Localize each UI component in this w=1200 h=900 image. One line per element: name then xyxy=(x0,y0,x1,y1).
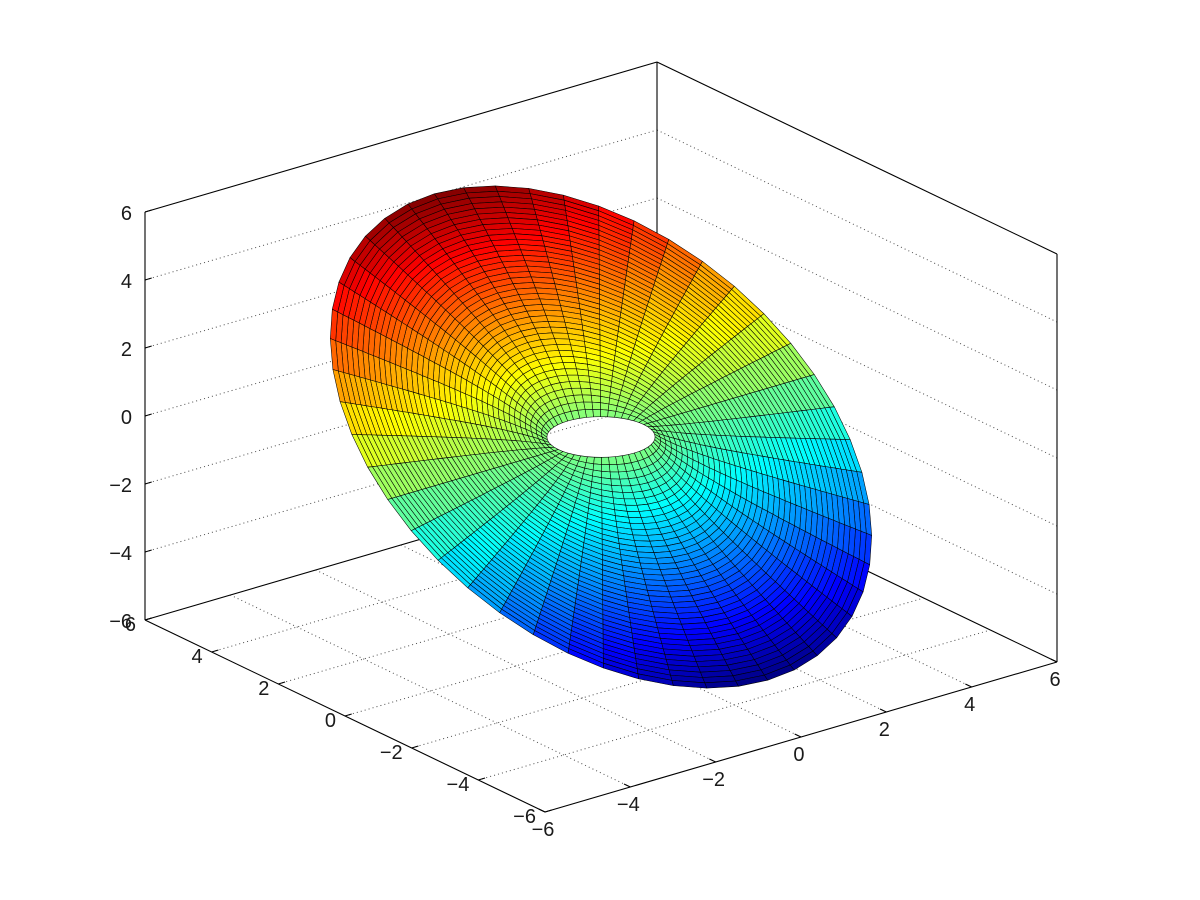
y-tick xyxy=(478,777,486,781)
y-tick xyxy=(411,745,419,749)
z-tick xyxy=(144,345,152,349)
z-tick-label: 6 xyxy=(121,203,132,225)
z-tick-label: 4 xyxy=(121,271,132,293)
x-tick-label: −2 xyxy=(702,769,725,791)
y-tick-label: −6 xyxy=(513,806,536,828)
z-tick xyxy=(144,413,152,417)
y-tick xyxy=(544,809,552,813)
x-tick-label: −4 xyxy=(617,794,640,816)
z-tick-label: 0 xyxy=(121,407,132,429)
z-tick-label: 2 xyxy=(121,339,132,361)
x-tick-label: −6 xyxy=(532,819,555,841)
axis-box-edges xyxy=(144,61,1058,813)
y-tick-label: 0 xyxy=(325,710,336,732)
y-tick-label: 4 xyxy=(192,646,203,668)
x-tick-label: 6 xyxy=(1049,669,1060,691)
x-tick-label: 2 xyxy=(879,719,890,741)
x-tick xyxy=(965,683,972,688)
z-tick xyxy=(144,617,152,621)
y-tick xyxy=(278,681,286,685)
x-tick xyxy=(879,708,887,713)
y-tick-label: −2 xyxy=(380,742,403,764)
y-tick xyxy=(211,649,219,653)
y-tick xyxy=(344,713,352,717)
z-tick-label: −4 xyxy=(109,543,132,565)
z-tick xyxy=(144,209,152,213)
z-tick xyxy=(144,481,152,485)
z-tick xyxy=(144,549,152,553)
x-tick xyxy=(709,758,716,763)
axis-ticks xyxy=(144,209,1058,813)
y-tick-label: 2 xyxy=(258,678,269,700)
x-tick-label: 0 xyxy=(793,744,804,766)
x-tick-label: 4 xyxy=(964,694,975,716)
y-tick-label: 6 xyxy=(125,614,136,636)
x-tick xyxy=(794,733,802,738)
x-tick xyxy=(623,783,631,788)
z-tick-label: −6 xyxy=(109,611,132,633)
x-tick xyxy=(1050,658,1058,663)
x-tick xyxy=(538,808,546,813)
z-tick-label: −2 xyxy=(109,475,132,497)
y-tick-label: −4 xyxy=(447,774,470,796)
surface-mesh xyxy=(330,185,872,689)
z-tick xyxy=(144,277,152,281)
